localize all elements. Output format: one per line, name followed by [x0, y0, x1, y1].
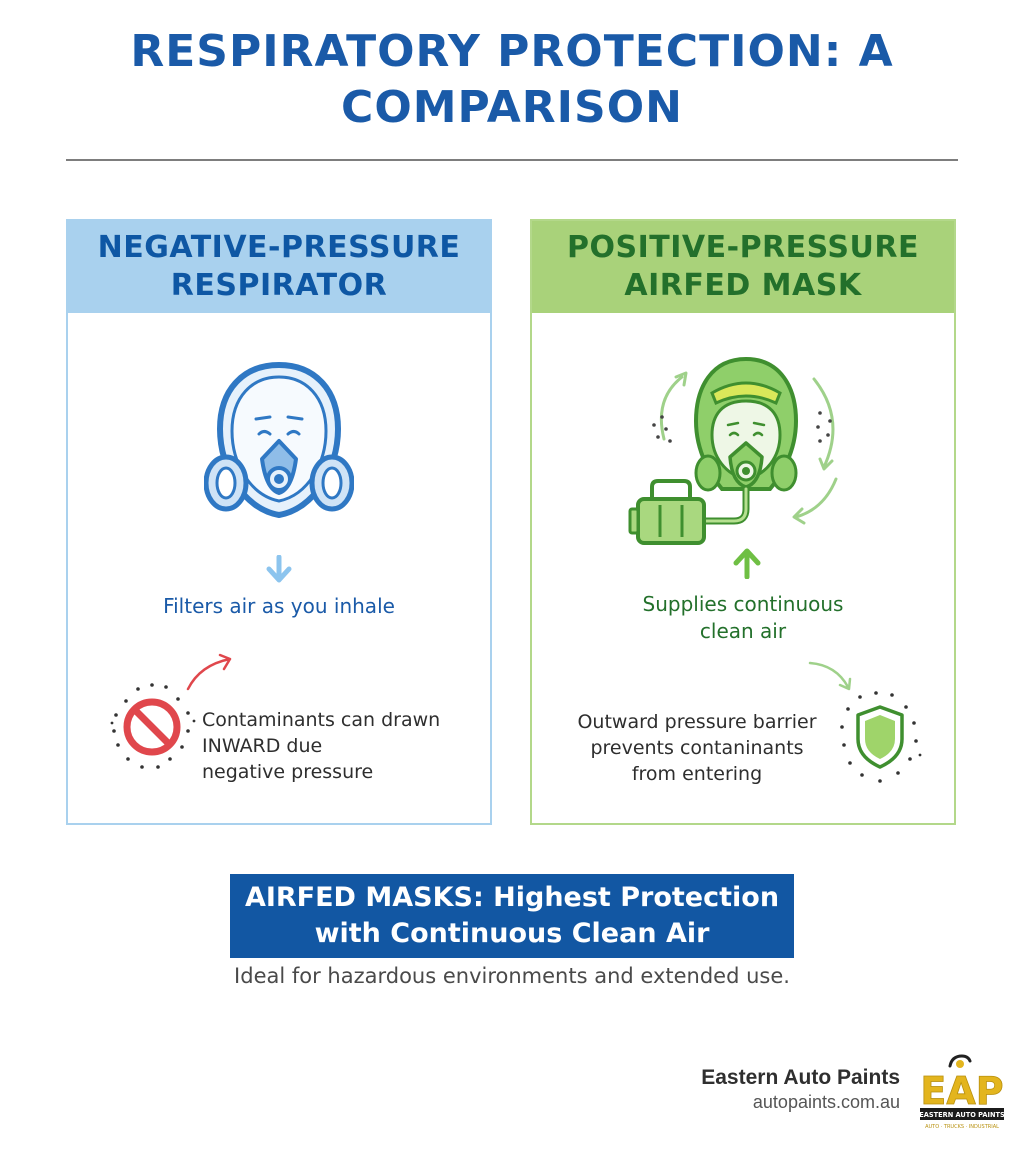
positive-pressure-panel: POSITIVE-PRESSURE AIRFED MASK Supplies c [530, 219, 956, 825]
logo-tagline: AUTO · TRUCKS · INDUSTRIAL [925, 1124, 999, 1130]
logo-subtitle: EASTERN AUTO PAINTS [919, 1111, 1005, 1119]
positive-pressure-heading: POSITIVE-PRESSURE AIRFED MASK [532, 221, 954, 313]
eap-logo: EAP EASTERN AUTO PAINTS AUTO · TRUCKS · … [919, 1054, 1005, 1130]
no-entry-icon [110, 653, 232, 769]
page-title: RESPIRATORY PROTECTION: A COMPARISON [130, 26, 894, 133]
tagline: Ideal for hazardous environments and ext… [234, 964, 790, 988]
positive-pressure-note: Outward pressure barrier prevents contan… [577, 711, 817, 785]
negative-pressure-note: Contaminants can drawn INWARD due negati… [202, 709, 441, 783]
negative-pressure-caption: Filters air as you inhale [163, 594, 395, 618]
half-face-respirator-icon [204, 361, 354, 519]
negative-pressure-heading: NEGATIVE-PRESSURE RESPIRATOR [68, 221, 490, 313]
conclusion-banner: AIRFED MASKS: Highest Protection with Co… [230, 874, 794, 958]
airfed-hood-with-blower-icon [628, 356, 838, 545]
shield-icon [808, 661, 922, 783]
logo-letters: EAP [920, 1069, 1003, 1113]
positive-pressure-caption: Supplies continuous clean air [642, 592, 844, 643]
negative-pressure-panel: NEGATIVE-PRESSURE RESPIRATOR Filters air… [66, 219, 492, 825]
title-divider [66, 159, 958, 161]
arrow-down-icon [266, 555, 292, 583]
arrow-up-icon [733, 548, 761, 579]
brand-url[interactable]: autopaints.com.au [752, 1092, 900, 1112]
brand-name: Eastern Auto Paints [701, 1066, 900, 1089]
